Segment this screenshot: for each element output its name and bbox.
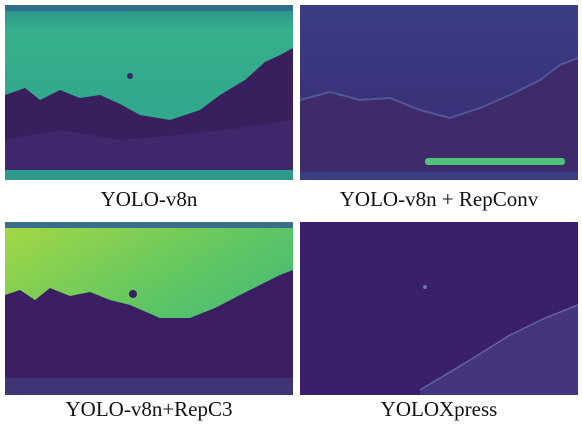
feature-map xyxy=(5,222,293,395)
feature-map xyxy=(300,222,578,395)
feature-map xyxy=(300,5,578,180)
caption: YOLO-v8n+RepC3 xyxy=(66,397,233,421)
caption: YOLOXpress xyxy=(381,397,498,421)
caption: YOLO-v8n + RepConv xyxy=(340,187,539,211)
caption: YOLO-v8n xyxy=(101,187,198,211)
figure: YOLO-v8n YOLO-v8n + RepConv YOLO-v8n+Rep… xyxy=(0,0,582,425)
feature-map xyxy=(5,5,293,180)
